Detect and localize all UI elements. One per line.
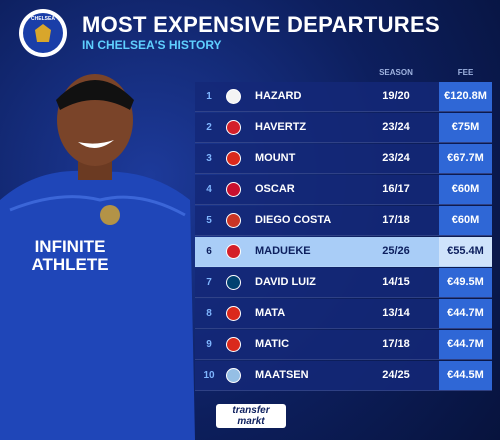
- season: 16/17: [382, 183, 410, 195]
- player-name: MADUEKE: [255, 245, 311, 257]
- column-header: SEASON: [379, 68, 413, 77]
- season: 24/25: [382, 369, 410, 381]
- table-row: 10 MAATSEN 24/25 €44.5M: [195, 361, 492, 391]
- player-name: OSCAR: [255, 183, 295, 195]
- shirt-sponsor: ATHLETE: [31, 255, 108, 274]
- table-row: 8 MATA 13/14 €44.7M: [195, 299, 492, 329]
- fee: €60M: [439, 206, 492, 235]
- player-name: HAZARD: [255, 90, 302, 102]
- table-row: 2 HAVERTZ 23/24 €75M: [195, 113, 492, 143]
- player-name: DAVID LUIZ: [255, 276, 316, 288]
- title: MOST EXPENSIVE DEPARTURES: [82, 12, 440, 37]
- rank: 7: [206, 277, 212, 288]
- player-name: DIEGO COSTA: [255, 214, 332, 226]
- season: 13/14: [382, 307, 410, 319]
- club-badge: [226, 120, 241, 135]
- fee: €75M: [439, 113, 492, 142]
- club-badge: [226, 306, 241, 321]
- club-badge: [226, 244, 241, 259]
- club-badge: [226, 182, 241, 197]
- season: 23/24: [382, 152, 410, 164]
- fee: €44.5M: [439, 361, 492, 390]
- rank: 6: [206, 246, 212, 257]
- shirt-sponsor: INFINITE: [35, 237, 106, 256]
- club-badge: [226, 337, 241, 352]
- fee: €55.4M: [439, 237, 492, 266]
- logo-text: transfer: [232, 405, 270, 416]
- player-name: MATIC: [255, 338, 290, 350]
- rank: 8: [206, 308, 212, 319]
- table-row: 5 DIEGO COSTA 17/18 €60M: [195, 206, 492, 236]
- club-badge: [226, 89, 241, 104]
- column-header: FEE: [457, 68, 474, 77]
- table-row: 3 MOUNT 23/24 €67.7M: [195, 144, 492, 174]
- fee: €67.7M: [439, 144, 492, 173]
- player-name: MAATSEN: [255, 369, 309, 381]
- table-row: 4 OSCAR 16/17 €60M: [195, 175, 492, 205]
- table-row: 1 HAZARD 19/20 €120.8M: [195, 82, 492, 112]
- rank: 1: [206, 91, 212, 102]
- fee: €49.5M: [439, 268, 492, 297]
- subtitle: IN CHELSEA'S HISTORY: [82, 38, 222, 52]
- club-badge: [226, 368, 241, 383]
- player-smile: [78, 140, 114, 149]
- table-row: 7 DAVID LUIZ 14/15 €49.5M: [195, 268, 492, 298]
- rank: 10: [203, 370, 215, 381]
- season: 17/18: [382, 214, 410, 226]
- transfermarkt-logo: transfer markt: [216, 404, 286, 428]
- shirt-badge: [100, 205, 120, 225]
- player-name: HAVERTZ: [255, 121, 307, 133]
- rank: 3: [206, 153, 212, 164]
- crest-text: CHELSEA: [31, 16, 55, 22]
- logo-text: markt: [237, 416, 265, 427]
- club-badge: [226, 213, 241, 228]
- player-headband: [56, 80, 134, 110]
- player-name: MOUNT: [255, 152, 296, 164]
- season: 25/26: [382, 245, 410, 257]
- player-shirt: [0, 170, 195, 440]
- rank: 2: [206, 122, 212, 133]
- season: 17/18: [382, 338, 410, 350]
- fee: €120.8M: [439, 82, 492, 111]
- rank: 5: [206, 215, 212, 226]
- player-name: MATA: [255, 307, 286, 319]
- rank: 9: [206, 339, 212, 350]
- club-badge: [226, 151, 241, 166]
- crest-lion: [35, 24, 51, 42]
- fee: €60M: [439, 175, 492, 204]
- season: 23/24: [382, 121, 410, 133]
- table-row: 9 MATIC 17/18 €44.7M: [195, 330, 492, 360]
- fee: €44.7M: [439, 330, 492, 359]
- table-row: 6 MADUEKE 25/26 €55.4M: [195, 237, 492, 267]
- rank: 4: [206, 184, 212, 195]
- season: 14/15: [382, 276, 410, 288]
- season: 19/20: [382, 90, 410, 102]
- shirt-detail: [9, 195, 186, 217]
- club-badge: [226, 275, 241, 290]
- fee: €44.7M: [439, 299, 492, 328]
